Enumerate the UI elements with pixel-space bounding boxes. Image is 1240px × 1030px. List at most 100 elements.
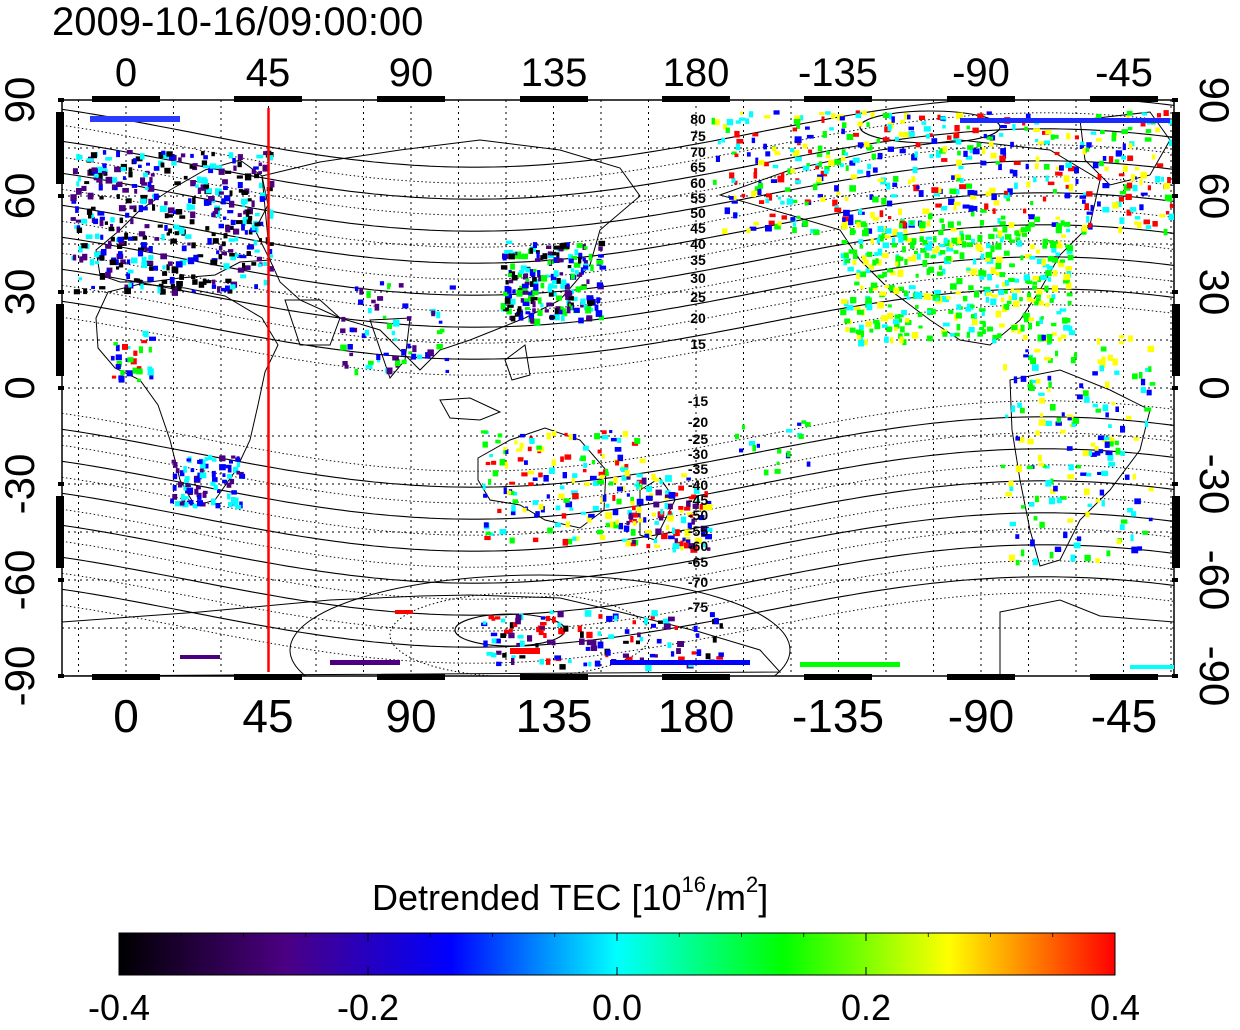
tec-cell <box>559 485 565 490</box>
tec-cell <box>503 447 508 451</box>
tec-cell <box>680 516 687 524</box>
tec-cell <box>578 317 584 324</box>
tec-cell <box>1061 334 1067 339</box>
tec-cell <box>105 176 113 184</box>
tec-cell <box>749 226 757 231</box>
tec-cell <box>881 315 888 322</box>
tec-cell <box>725 127 730 133</box>
tec-cell <box>1108 436 1113 441</box>
tec-cell <box>246 215 253 221</box>
tec-cell <box>1090 204 1094 212</box>
tec-cell <box>1063 175 1070 183</box>
tec-cell <box>877 178 885 182</box>
top-tick-bar <box>662 96 730 102</box>
tec-cell <box>543 475 549 482</box>
tec-cell <box>555 295 563 301</box>
tec-cell <box>916 185 920 190</box>
tec-cell <box>974 312 977 320</box>
tec-cell <box>507 273 512 277</box>
tec-cell <box>806 134 814 139</box>
tec-cell <box>407 343 411 349</box>
tec-cell <box>239 471 244 475</box>
contour-label: 65 <box>690 159 706 175</box>
tec-cell <box>1121 129 1128 134</box>
tec-cell <box>1052 332 1057 336</box>
contour-line <box>62 100 1174 168</box>
tec-cell <box>887 146 894 152</box>
tec-cell <box>876 237 880 244</box>
tec-cell <box>895 136 899 142</box>
tec-cell <box>517 272 523 278</box>
tec-cell <box>1055 226 1062 234</box>
tec-cell <box>551 640 556 646</box>
tec-cell <box>1063 279 1069 284</box>
tec-cell <box>223 233 228 239</box>
tec-cell <box>850 174 857 179</box>
tec-cell <box>1101 470 1107 476</box>
tec-cell <box>615 460 619 466</box>
tec-cell <box>911 176 916 183</box>
tec-cell <box>504 297 511 304</box>
tec-cell <box>100 234 104 240</box>
tec-cell <box>170 284 175 289</box>
tec-cell <box>1037 334 1045 342</box>
tec-cell <box>179 215 186 219</box>
tec-cell <box>672 545 676 553</box>
tec-cell <box>511 655 516 659</box>
tec-cell <box>582 468 587 473</box>
tec-cell <box>1034 216 1041 222</box>
tec-cell <box>1035 430 1040 436</box>
tec-cell <box>605 512 612 517</box>
tec-cell <box>508 491 515 495</box>
tec-cell <box>218 223 224 229</box>
tec-cell <box>131 257 138 264</box>
tec-cell <box>1070 357 1076 364</box>
tec-cell <box>1063 325 1070 331</box>
tec-cell <box>557 622 562 628</box>
tec-cell <box>632 505 636 511</box>
tec-cell <box>221 241 226 247</box>
tec-cell <box>754 190 760 195</box>
tec-cell <box>427 349 434 357</box>
tec-cell <box>583 246 588 250</box>
tec-cell <box>495 439 499 444</box>
tec-cell <box>956 278 963 285</box>
tec-cell <box>96 178 102 183</box>
tec-cell <box>128 171 133 178</box>
tec-cell <box>842 217 846 222</box>
tec-cell <box>138 346 143 354</box>
tec-cell <box>212 458 217 462</box>
tec-cell <box>667 515 674 522</box>
tec-cell <box>231 253 239 257</box>
tec-cell <box>153 265 158 271</box>
tec-cell <box>1009 484 1014 492</box>
tec-cell <box>218 168 225 175</box>
tec-cell <box>861 255 867 261</box>
tec-cell <box>227 493 231 500</box>
tec-cell <box>907 114 911 120</box>
tec-cell <box>651 512 657 517</box>
tec-cell <box>942 322 950 327</box>
tec-cell <box>365 364 373 369</box>
colorbar-tick-label: 0.4 <box>1090 987 1140 1028</box>
tec-cell <box>701 542 706 548</box>
tec-cell <box>900 119 905 124</box>
tec-cell <box>177 286 182 292</box>
tec-cell <box>1018 437 1025 443</box>
tec-cell <box>159 288 166 295</box>
tec-cell <box>805 422 810 427</box>
tec-cell <box>622 431 629 437</box>
tec-cell <box>563 245 570 249</box>
tec-cell <box>1074 135 1079 140</box>
tec-cell <box>1152 221 1158 227</box>
tec-cell <box>342 361 348 366</box>
tec-cell <box>545 658 551 665</box>
tec-cell <box>792 222 796 227</box>
tec-cell <box>792 149 800 157</box>
right-tick-mark <box>1172 578 1178 582</box>
tec-cell <box>222 473 226 477</box>
tec-cell <box>781 215 787 220</box>
tec-cell <box>1036 258 1044 265</box>
tec-cell <box>1003 190 1008 195</box>
